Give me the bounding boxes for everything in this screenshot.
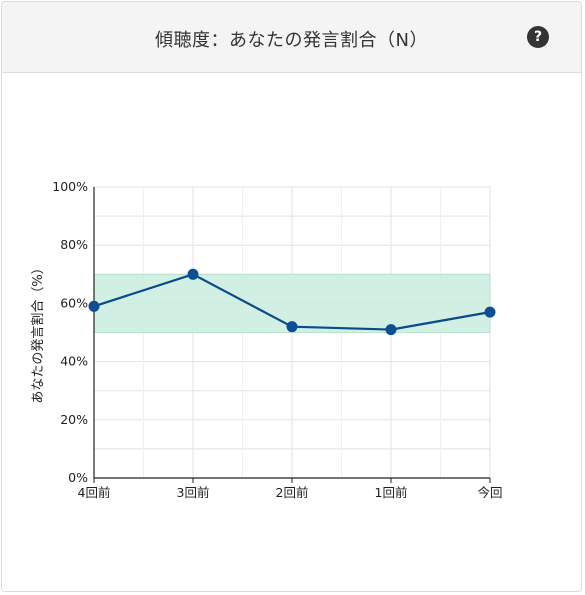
y-tick-label: 40% <box>60 354 88 369</box>
x-tick-label: 1回前 <box>375 485 408 500</box>
data-point <box>88 300 100 312</box>
series-layer <box>88 268 496 336</box>
y-tick-labels: 0% 20% 40% 60% 80% 100% <box>52 179 88 485</box>
y-tick-label: 0% <box>68 470 88 485</box>
x-tick-label: 3回前 <box>177 485 210 500</box>
x-tick-label: 今回 <box>477 485 502 500</box>
data-point <box>385 324 397 336</box>
x-tick-label: 2回前 <box>276 485 309 500</box>
y-axis-label: あなたの発言割合（%） <box>30 261 46 403</box>
data-point <box>286 321 298 333</box>
x-tick-labels: 4回前 3回前 2回前 1回前 今回 <box>78 485 503 500</box>
card-title: 傾聴度：あなたの発言割合（N） <box>155 30 428 51</box>
axis-layer <box>93 187 491 483</box>
data-point <box>484 306 496 318</box>
y-tick-label: 60% <box>60 295 88 310</box>
y-tick-label: 20% <box>60 412 88 427</box>
question-circle-icon[interactable]: ? <box>527 26 549 48</box>
data-point <box>187 268 199 280</box>
y-tick-label: 80% <box>60 237 88 252</box>
y-tick-label: 100% <box>52 179 88 194</box>
x-tick-label: 4回前 <box>78 485 111 500</box>
card-header: 傾聴度：あなたの発言割合（N） ? <box>2 2 581 73</box>
